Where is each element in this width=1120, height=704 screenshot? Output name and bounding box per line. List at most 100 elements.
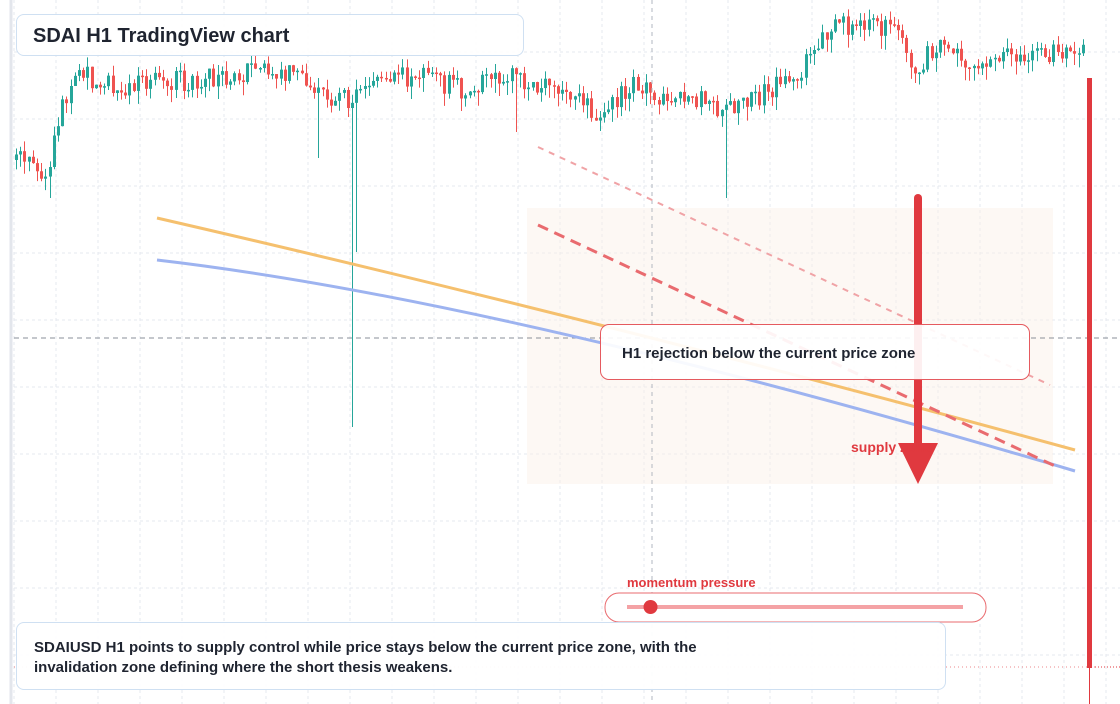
- candle-bearish: [275, 74, 278, 79]
- candle-bullish: [956, 48, 959, 54]
- candle-bullish: [431, 72, 434, 75]
- candle-bullish: [376, 76, 379, 81]
- candle-bullish: [456, 78, 459, 80]
- candle-bearish: [683, 91, 686, 102]
- candle-bullish: [868, 19, 871, 30]
- candle-bearish: [133, 83, 136, 91]
- candle-bearish: [158, 72, 161, 78]
- candle-bullish: [519, 73, 522, 75]
- candle-bullish: [485, 74, 488, 76]
- momentum-knob[interactable]: [643, 600, 658, 614]
- candle-bearish: [582, 93, 585, 106]
- candle-bearish: [443, 75, 446, 94]
- candle-bullish: [527, 87, 530, 90]
- candle-bullish: [939, 39, 942, 53]
- candle-bullish: [561, 89, 564, 94]
- candle-bullish: [338, 92, 341, 101]
- candle-bullish: [401, 67, 404, 75]
- candle-bullish: [1040, 48, 1043, 50]
- candle-bearish: [301, 70, 304, 74]
- candle-bearish: [1057, 44, 1060, 53]
- last-candle-spike: [1087, 78, 1092, 668]
- candle-bearish: [183, 70, 186, 91]
- candle-bullish: [750, 92, 753, 107]
- candle-bearish: [658, 100, 661, 105]
- candle-bearish: [1073, 51, 1076, 54]
- candle-bearish: [406, 67, 409, 87]
- candle-bearish: [166, 80, 169, 87]
- candle-bullish: [149, 79, 152, 89]
- candle-bullish: [44, 176, 47, 179]
- candle-bullish: [792, 79, 795, 82]
- candle-bearish: [65, 99, 68, 104]
- candle-bullish: [922, 69, 925, 73]
- candle-bearish: [641, 90, 644, 94]
- candle-bearish: [141, 75, 144, 78]
- candle-bearish: [733, 101, 736, 114]
- candle-bearish: [670, 101, 673, 103]
- candle-bearish: [964, 60, 967, 68]
- candle-bullish: [70, 85, 73, 104]
- candle-bearish: [145, 76, 148, 89]
- title-box: SDAI H1 TradingView chart: [16, 14, 524, 56]
- candle-bearish: [977, 65, 980, 69]
- bearish-arrow: [898, 194, 938, 484]
- candle-bearish: [910, 52, 913, 68]
- candle-bearish: [452, 74, 455, 80]
- candle-bullish: [721, 109, 724, 117]
- candle-bullish: [708, 100, 711, 104]
- candle-bearish: [855, 24, 858, 26]
- candle-bullish: [78, 70, 81, 76]
- candle-bearish: [124, 92, 127, 96]
- candle-bearish: [326, 89, 329, 100]
- candle-bearish: [901, 30, 904, 38]
- candle-bullish: [53, 135, 56, 168]
- candle-bullish: [981, 63, 984, 69]
- candle-bullish: [128, 83, 131, 96]
- candle-bullish: [154, 72, 157, 80]
- candle-bearish: [91, 66, 94, 89]
- candle-bearish: [225, 71, 228, 85]
- candle-bearish: [779, 76, 782, 85]
- candle-bullish: [200, 86, 203, 89]
- candle-bearish: [523, 73, 526, 90]
- candle-bullish: [473, 90, 476, 93]
- candle-bearish: [826, 32, 829, 40]
- candle-bullish: [1052, 44, 1055, 63]
- candle-bearish: [427, 67, 430, 73]
- candle-bearish: [960, 48, 963, 61]
- candle-bearish: [309, 85, 312, 88]
- candle-bullish: [502, 81, 505, 84]
- candle-bearish: [595, 117, 598, 121]
- candle-bearish: [32, 156, 35, 164]
- candle-bullish: [217, 74, 220, 87]
- candle-bullish: [28, 156, 31, 162]
- candle-bearish: [968, 67, 971, 69]
- candle-bullish: [989, 59, 992, 67]
- candle-bullish: [95, 84, 98, 89]
- candle-bearish: [569, 91, 572, 100]
- candle-bearish: [905, 37, 908, 53]
- candle-bearish: [1048, 56, 1051, 63]
- candle-bullish: [830, 31, 833, 40]
- candle-bearish: [284, 69, 287, 81]
- candle-bearish: [435, 72, 438, 75]
- candle-bearish: [347, 89, 350, 109]
- bearish-projection-dashed: [537, 223, 1056, 468]
- candle-bullish: [1065, 47, 1068, 59]
- candle-bearish: [414, 76, 417, 78]
- candle-bullish: [368, 85, 371, 88]
- candle-bearish: [931, 46, 934, 59]
- candle-bearish: [914, 67, 917, 74]
- candle-bearish: [666, 93, 669, 102]
- candle-bullish: [187, 89, 190, 92]
- blue-trend-line: [156, 258, 1076, 473]
- candle-bullish: [355, 89, 358, 103]
- candle-bullish: [506, 81, 509, 83]
- supply-zone-label: supply zone: [851, 439, 932, 455]
- candle-bullish: [208, 68, 211, 79]
- candle-bullish: [679, 91, 682, 99]
- candle-bearish: [292, 65, 295, 72]
- candle-bullish: [191, 75, 194, 90]
